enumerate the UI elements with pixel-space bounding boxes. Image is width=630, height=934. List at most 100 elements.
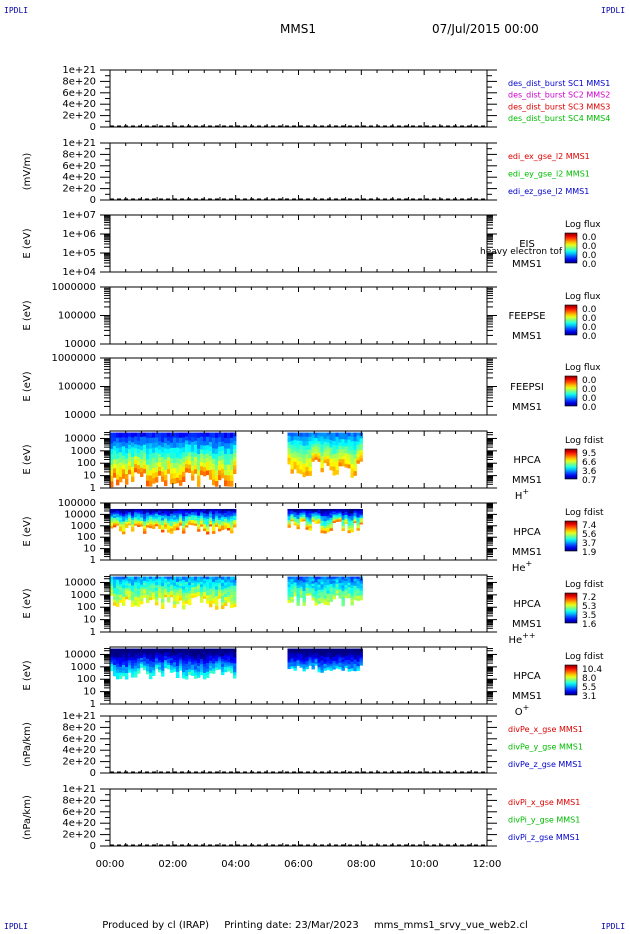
colorbar (564, 304, 578, 336)
spectrogram-cell (287, 597, 291, 601)
spectrogram-cell (353, 650, 357, 654)
spectrogram-cell (134, 440, 138, 445)
spectrogram-cell (221, 656, 225, 660)
spectrogram-cell (122, 450, 126, 456)
species-charge: + (523, 703, 530, 712)
spectrogram-cell (212, 665, 216, 669)
spectrogram-cell (161, 602, 165, 606)
spectrogram-cell (188, 602, 192, 606)
spectrogram-cell (305, 576, 309, 579)
spectrogram-cell (125, 666, 129, 671)
spectrogram-cell (161, 659, 165, 663)
spectrogram-cell (350, 599, 354, 603)
spacecraft-label: MMS1 (512, 402, 542, 413)
spectrogram-cell (143, 595, 147, 598)
spectrogram-cell (341, 511, 345, 514)
spectrogram-cell (353, 595, 357, 598)
spectrogram-cell (290, 589, 294, 593)
spectrogram-cell (314, 437, 318, 442)
spectrogram-cell (182, 437, 186, 443)
y-tick-label: 100 (77, 674, 96, 685)
spectrogram-cell (131, 651, 135, 655)
spectrogram-cell (230, 665, 234, 669)
y-tick-label: 10 (83, 615, 96, 626)
spectrogram-cell (134, 520, 138, 523)
spectrogram-cell (326, 452, 330, 457)
spectrogram-cell (158, 584, 162, 588)
spectrogram-cell (287, 594, 291, 598)
spectrogram-cell (329, 579, 333, 582)
instrument-label: HPCA (513, 599, 541, 610)
spectrogram-cell (155, 576, 159, 580)
spectrogram-cell (302, 579, 306, 583)
spectrogram-cell (146, 589, 150, 593)
spectrogram-cell (191, 442, 195, 448)
spectrogram-cell (170, 516, 174, 520)
spectrogram-cell (122, 585, 126, 589)
spectrogram-cell (203, 467, 207, 472)
spectrogram-cell (140, 661, 144, 665)
spectrogram-cell (305, 525, 309, 528)
y-tick-label: 2e+20 (62, 757, 96, 768)
spectrogram-cell (113, 463, 117, 469)
spectrogram-cell (110, 591, 114, 594)
spectrogram-cell (179, 583, 183, 587)
spectrogram-cell (212, 589, 216, 593)
spectrogram-cell (323, 511, 327, 515)
spectrogram-cell (158, 648, 162, 652)
spectrogram-cell (350, 650, 354, 654)
spectrogram-cell (344, 522, 348, 525)
spectrogram-cell (173, 457, 177, 464)
spectrogram-cell (206, 519, 210, 522)
spectrogram-cell (131, 591, 135, 595)
spectrogram-cell (176, 592, 180, 596)
spectrogram-cell (146, 514, 150, 517)
spectrogram-cell (218, 528, 222, 532)
spectrogram-cell (305, 521, 309, 524)
spectrogram-cell (320, 576, 324, 580)
spectrogram-cell (182, 442, 186, 448)
spectrogram-cell (311, 656, 315, 660)
spectrogram-cell (209, 594, 213, 599)
spectrogram-cell (167, 508, 171, 512)
spectrogram-cell (185, 432, 189, 437)
spectrogram-cell (119, 517, 123, 521)
spectrogram-cell (161, 579, 165, 584)
spectrogram-cell (233, 675, 237, 679)
spectrogram-cell (209, 591, 213, 596)
colorbar-label: 8.0 (582, 674, 597, 684)
spectrogram-cell (323, 456, 327, 461)
spectrogram-cell (212, 600, 216, 604)
spectrogram-cell (125, 448, 129, 454)
spectrogram-cell (215, 480, 219, 487)
spectrogram-cell (131, 668, 135, 672)
spectrogram-cell (137, 465, 141, 470)
spectrogram-cell (137, 653, 141, 657)
spectrogram-cell (356, 650, 360, 654)
y-tick-label: 10000 (64, 577, 96, 588)
spectrogram-cell (197, 522, 201, 526)
spectrogram-cell (326, 508, 330, 512)
spectrogram-cell (344, 660, 348, 663)
y-tick-label: 8e+20 (62, 722, 96, 733)
y-tick-label: 0 (90, 768, 96, 779)
spectrogram-cell (164, 590, 168, 594)
spectrogram-cell (155, 442, 159, 448)
spectrogram-cell (155, 579, 159, 583)
spectrogram-cell (311, 508, 315, 511)
spectrogram-cell (314, 451, 318, 455)
spectrogram-cell (347, 650, 351, 654)
spectrogram-cell (173, 653, 177, 656)
y-tick-label: 6e+20 (62, 161, 96, 172)
spectrogram-cell (143, 531, 147, 534)
spectrogram-cell (329, 648, 333, 652)
spectrogram-cell (161, 586, 165, 590)
spectrogram-cell (341, 462, 345, 467)
spectrogram-cell (188, 444, 192, 449)
spectrogram-cell (356, 663, 360, 667)
spectrogram-cell (203, 458, 207, 464)
spectrogram-cell (230, 459, 234, 466)
spectrogram-cell (299, 665, 303, 668)
spectrogram-cell (302, 508, 306, 511)
y-tick-label: 6e+20 (62, 807, 96, 818)
